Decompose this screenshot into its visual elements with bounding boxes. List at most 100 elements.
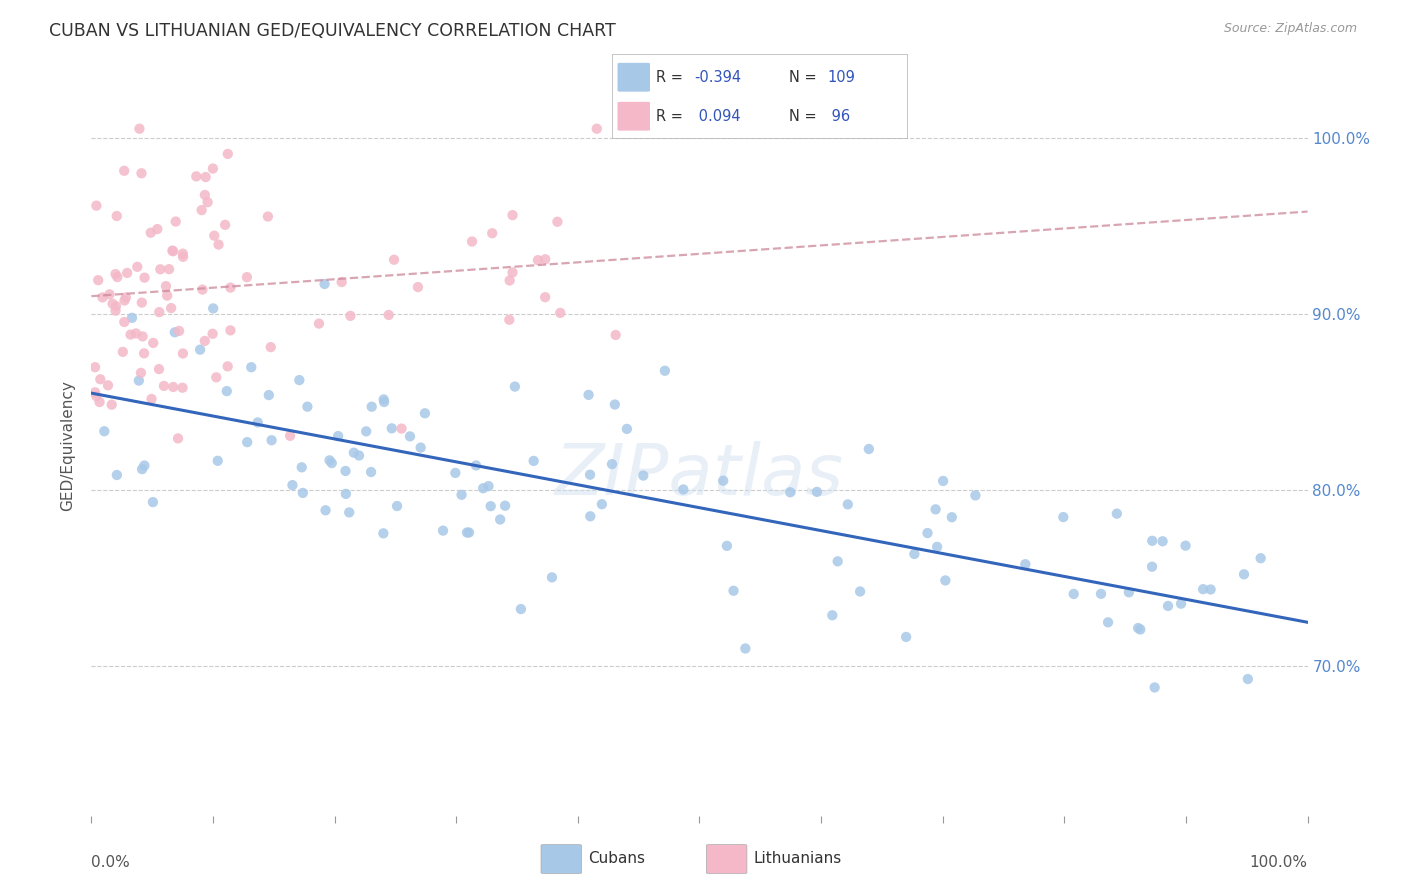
Point: [1233, 567, 1256, 582]
Point: [858, 442, 880, 456]
Point: [188, 343, 211, 357]
Point: [1170, 597, 1192, 611]
Point: [257, 210, 280, 224]
Point: [391, 421, 413, 435]
Point: [146, 222, 169, 236]
Point: [105, 209, 128, 223]
Point: [190, 202, 212, 217]
Text: 96: 96: [827, 109, 851, 124]
Point: [456, 525, 478, 540]
Point: [711, 474, 734, 488]
Point: [385, 499, 408, 513]
Point: [1152, 534, 1174, 549]
Point: [481, 226, 503, 240]
Point: [354, 425, 377, 439]
Point: [129, 366, 152, 380]
Point: [100, 398, 122, 412]
Point: [148, 362, 170, 376]
Point: [534, 290, 557, 304]
Point: [541, 570, 564, 584]
Point: [1105, 507, 1128, 521]
Point: [903, 547, 925, 561]
Text: Source: ZipAtlas.com: Source: ZipAtlas.com: [1223, 22, 1357, 36]
Point: [155, 279, 177, 293]
Point: [257, 388, 280, 402]
Point: [1140, 559, 1163, 574]
Point: [202, 228, 225, 243]
Point: [444, 466, 467, 480]
Point: [191, 283, 214, 297]
Point: [114, 293, 136, 308]
Point: [1237, 672, 1260, 686]
Point: [160, 301, 183, 315]
Point: [132, 346, 155, 360]
Point: [194, 169, 217, 184]
Point: [308, 317, 330, 331]
Point: [339, 309, 361, 323]
Point: [465, 458, 488, 473]
Text: R =: R =: [655, 109, 683, 124]
Point: [202, 301, 225, 316]
Point: [84, 385, 107, 400]
Point: [205, 370, 228, 384]
Point: [281, 478, 304, 492]
Point: [89, 372, 111, 386]
Point: [142, 335, 165, 350]
Point: [318, 453, 340, 467]
Point: [1129, 623, 1152, 637]
Point: [86, 199, 108, 213]
Point: [591, 497, 613, 511]
Point: [91, 290, 114, 304]
Point: [131, 166, 153, 180]
Point: [139, 226, 162, 240]
Point: [112, 315, 135, 329]
Point: [115, 290, 138, 304]
Point: [93, 424, 115, 438]
Point: [141, 392, 163, 406]
Point: [288, 373, 311, 387]
Point: [121, 310, 143, 325]
Point: [207, 454, 229, 468]
Point: [97, 378, 120, 392]
Point: [1097, 615, 1119, 630]
Point: [260, 340, 283, 354]
Point: [219, 280, 242, 294]
Point: [1063, 587, 1085, 601]
Point: [167, 432, 190, 446]
Point: [494, 499, 516, 513]
Point: [534, 252, 557, 267]
Point: [157, 262, 180, 277]
Point: [321, 456, 343, 470]
Point: [153, 379, 176, 393]
Point: [1199, 582, 1222, 597]
Point: [965, 488, 987, 502]
Point: [111, 344, 134, 359]
Point: [217, 147, 239, 161]
Point: [934, 574, 956, 588]
Point: [523, 454, 546, 468]
Point: [142, 495, 165, 509]
Point: [734, 641, 756, 656]
Point: [134, 270, 156, 285]
Point: [603, 397, 626, 411]
Point: [104, 267, 127, 281]
Point: [579, 509, 602, 524]
Point: [172, 250, 194, 264]
Point: [377, 308, 399, 322]
Point: [236, 270, 259, 285]
Point: [246, 416, 269, 430]
Point: [347, 449, 370, 463]
Point: [201, 161, 224, 176]
Point: [101, 297, 124, 311]
Point: [827, 554, 849, 568]
Point: [128, 374, 150, 388]
Point: [941, 510, 963, 524]
Point: [477, 479, 499, 493]
Point: [489, 512, 512, 526]
Point: [315, 503, 337, 517]
Point: [1014, 558, 1036, 572]
Point: [360, 400, 382, 414]
Point: [1128, 621, 1150, 635]
Point: [503, 379, 526, 393]
Point: [128, 121, 150, 136]
